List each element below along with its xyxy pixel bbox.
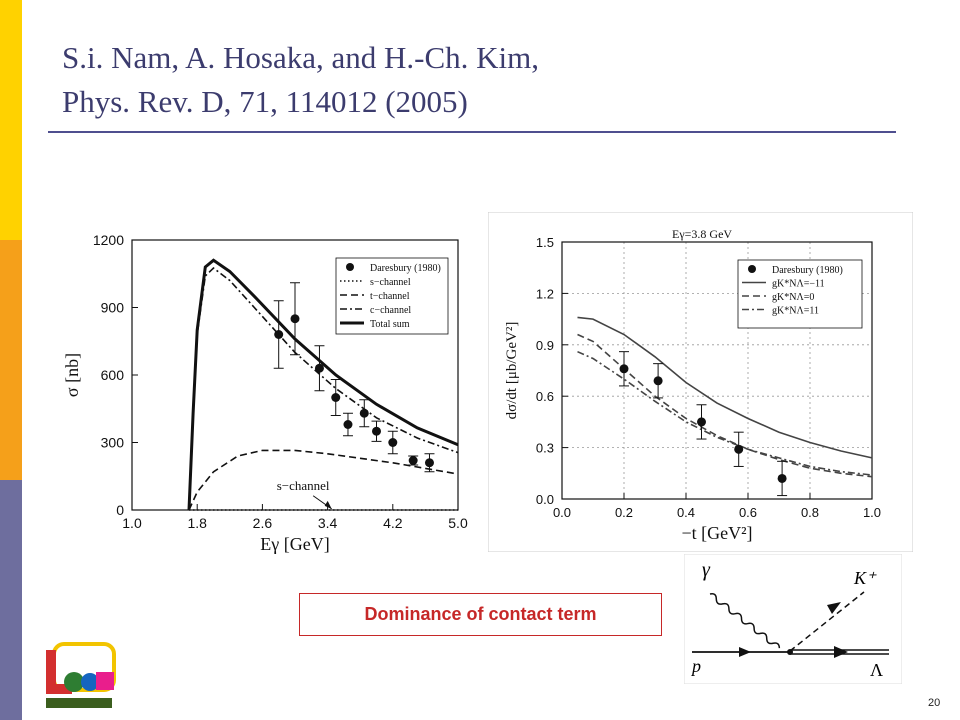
legend-box [335,257,449,335]
y-tick-label: 0.0 [536,492,554,507]
photon-line [709,593,781,649]
data-point [777,473,787,483]
annotation-label: s−channel [277,478,330,493]
title-underline [48,131,896,133]
legend-label: s−channel [370,277,411,288]
x-tick-label: 0.2 [615,505,633,520]
data-point [697,417,706,427]
data-point [372,426,381,436]
page-number: 20 [928,697,941,709]
y-axis-label: dσ/dt [μb/GeV²] [504,322,520,420]
proton-label: p [690,656,701,676]
series-line-2 [577,333,873,478]
x-tick-label: 4.2 [383,515,403,531]
y-tick-label: 1.5 [536,235,554,250]
legend-label: gK*NΛ=−11 [772,279,825,290]
series-line-4 [187,258,459,511]
data-point [359,408,369,418]
data-point [343,420,353,429]
logo-icon [46,642,116,708]
legend-marker [346,263,354,271]
y-tick-label: 1200 [93,232,124,248]
accent-bar-yellow [0,0,22,240]
annotation-arrowhead [324,500,332,509]
kaon-line [789,591,865,652]
x-tick-label: 1.0 [863,505,881,520]
y-tick-label: 0.9 [536,338,554,353]
series-line-1 [577,316,873,459]
y-tick-label: 600 [101,367,125,383]
feynman-diagram: γ K⁺ p Λ [684,554,902,684]
data-point [619,364,629,374]
data-point [388,438,398,447]
accent-bar-purple [0,480,22,720]
x-tick-label: 0.8 [801,505,819,520]
gamma-label: γ [702,559,711,581]
kaon-label: K⁺ [853,568,877,588]
y-axis-label: σ [nb] [62,353,82,397]
legend-marker [748,265,756,273]
contact-term-callout: Dominance of contact term [299,593,662,636]
x-tick-label: 2.6 [253,515,273,531]
vertex [787,649,793,655]
data-point [424,458,434,468]
x-tick-label: 0.0 [553,505,571,520]
data-point [331,393,341,402]
accent-bar-orange [0,240,22,480]
data-point [274,330,284,339]
legend-label: t−channel [370,291,410,302]
cross-section-chart: 1.0 1.8 2.6 3.4 4.2 5.0 0 300 600 900 1200 Eγ [GeV]… [62,212,472,564]
data-point [408,456,418,465]
x-axis-label: Eγ [GeV] [260,534,329,554]
legend-label: Daresbury (1980) [772,265,843,276]
y-tick-label: 1.2 [536,286,554,301]
slide-title-line-1: S.i. Nam, A. Hosaka, and H.-Ch. Kim, [62,40,540,75]
differential-cross-section-chart: 0.0 0.2 0.4 0.6 0.8 1.0 0.0 0.3 0.6 0.9 1.2 1.5 −t [… [488,212,913,552]
data-point [290,314,300,324]
legend-label: c−channel [370,305,411,316]
y-tick-label: 0.6 [536,389,554,404]
data-point [734,444,744,454]
legend-label: Daresbury (1980) [370,263,441,274]
y-tick-label: 300 [101,435,125,451]
slide-title-line-2: Phys. Rev. D, 71, 114012 (2005) [62,84,468,119]
series-line-2 [188,449,459,511]
y-tick-label: 0.3 [536,441,554,456]
x-tick-label: 1.8 [187,515,207,531]
x-tick-label: 0.6 [739,505,757,520]
lambda-label: Λ [870,660,883,680]
x-tick-label: 3.4 [318,515,338,531]
data-point [314,363,324,373]
legend-box [737,259,863,329]
plot-frame [561,241,873,500]
lambda-arrow [834,646,848,658]
legend-label: Total sum [370,319,410,330]
legend-label: gK*NΛ=0 [772,292,814,303]
legend-label: gK*NΛ=11 [772,306,819,317]
kaon-arrow [827,602,841,614]
x-axis-label: −t [GeV²] [681,523,752,543]
data-point [653,376,663,386]
y-tick-label: 0 [116,502,124,518]
x-tick-label: 1.0 [122,515,142,531]
y-tick-label: 900 [101,300,125,316]
proton-arrow [739,647,751,657]
chart-title: Eγ=3.8 GeV [672,227,732,241]
x-tick-label: 5.0 [448,515,468,531]
x-tick-label: 0.4 [677,505,695,520]
series-line-3 [188,267,459,511]
series-line-3 [577,350,873,476]
